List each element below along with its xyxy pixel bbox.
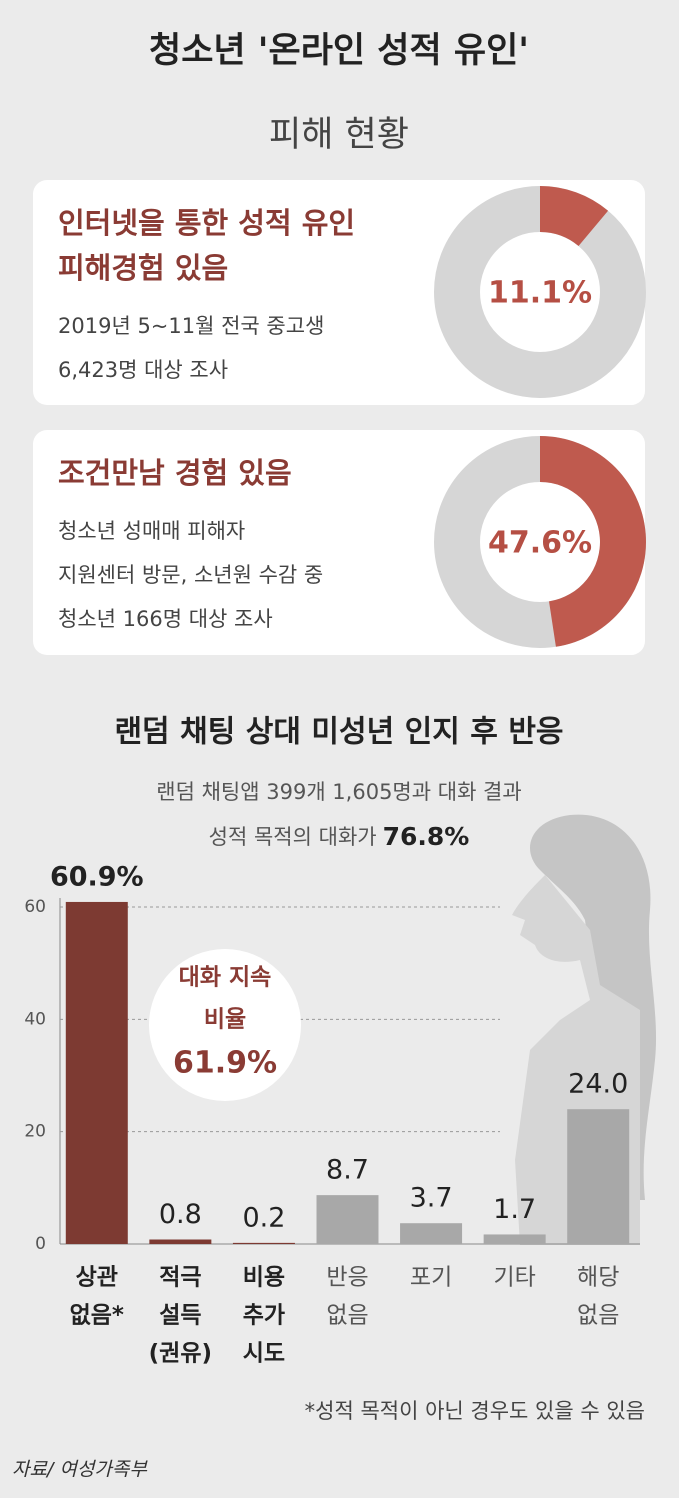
x-tick-label: 없음: [326, 1303, 368, 1329]
card-description: 청소년 성매매 피해자: [58, 519, 245, 543]
title: 청소년 '온라인 성적 유인': [149, 31, 529, 71]
card-description: 지원센터 방문, 소년원 수감 중: [58, 563, 323, 587]
x-tick-label: 적극: [159, 1265, 201, 1291]
x-tick-label: 상관: [76, 1265, 118, 1291]
x-tick-label: 기타: [493, 1265, 535, 1291]
chart-subtitle: 랜덤 채팅앱 399개 1,605명과 대화 결과: [156, 780, 521, 804]
footnote: *성적 목적이 아닌 경우도 있을 수 있음: [305, 1399, 645, 1423]
value-label: 3.7: [410, 1183, 453, 1214]
subtitle-text: 성적 목적의 대화가: [209, 825, 377, 849]
x-tick-label: 시도: [243, 1341, 285, 1367]
y-tick-label: 40: [24, 1009, 46, 1029]
bar: [567, 1109, 630, 1244]
bar: [65, 901, 128, 1244]
x-tick-label: 추가: [243, 1303, 285, 1329]
bar: [232, 1242, 295, 1244]
y-tick-label: 0: [35, 1234, 46, 1254]
card-title: 인터넷을 통한 성적 유인: [58, 206, 355, 240]
source: 자료/ 여성가족부: [12, 1459, 148, 1481]
value-label: 1.7: [493, 1194, 536, 1225]
value-label: 0.8: [159, 1199, 202, 1230]
x-tick-label: 반응: [326, 1265, 368, 1291]
y-tick-label: 60: [24, 897, 46, 917]
donut-slice: [540, 186, 609, 247]
bar: [149, 1239, 212, 1244]
y-tick-label: 20: [24, 1122, 46, 1142]
value-label: 0.2: [242, 1202, 285, 1233]
bar: [316, 1195, 379, 1244]
card-description: 2019년 5~11월 전국 중고생: [58, 314, 324, 338]
x-tick-label: 포기: [410, 1265, 452, 1291]
value-label: 24.0: [568, 1069, 628, 1100]
bar: [483, 1234, 546, 1244]
card-description: 청소년 166명 대상 조사: [58, 607, 273, 631]
card-description: 6,423명 대상 조사: [58, 358, 228, 382]
x-tick-label: 비용: [243, 1265, 285, 1291]
value-label: 8.7: [326, 1155, 369, 1186]
annotation: 61.9%: [173, 1046, 277, 1081]
x-tick-label: (권유): [149, 1341, 212, 1367]
value-label: 60.9%: [50, 861, 144, 892]
x-tick-label: 없음*: [70, 1303, 124, 1329]
chart-subtitle: 성적 목적의 대화가 76.8%: [209, 822, 470, 851]
donut-value: 47.6%: [488, 526, 592, 561]
bar: [400, 1223, 463, 1244]
chart-title: 랜덤 채팅 상대 미성년 인지 후 반응: [114, 715, 563, 750]
donut-slice: [540, 436, 646, 647]
x-tick-label: 없음: [577, 1303, 619, 1329]
annotation-circle: [149, 949, 301, 1101]
annotation: 대화 지속: [179, 965, 272, 991]
title: 피해 현황: [269, 115, 409, 155]
x-tick-label: 설득: [159, 1303, 201, 1329]
x-tick-label: 해당: [577, 1265, 619, 1291]
annotation: 비율: [204, 1007, 246, 1033]
donut-value: 11.1%: [488, 276, 592, 311]
card-title: 조건만남 경험 있음: [58, 456, 292, 490]
subtitle-value: 76.8%: [383, 822, 470, 851]
card-title: 피해경험 있음: [58, 251, 228, 285]
